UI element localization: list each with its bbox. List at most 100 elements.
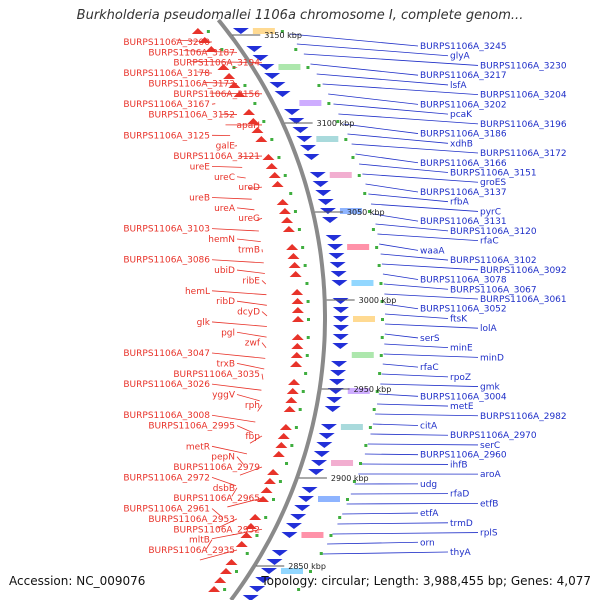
gene-label-left[interactable]: BURPS1106A_3173	[148, 79, 235, 89]
gene-label-right[interactable]: BURPS1106A_3137	[420, 188, 507, 198]
gene-label-right[interactable]: aroA	[480, 470, 502, 480]
gene-label-right[interactable]: BURPS1106A_3245	[420, 42, 507, 52]
gene-label-left[interactable]: ubiD	[214, 266, 235, 276]
gene-label-left[interactable]: ribD	[216, 297, 235, 307]
gene-label-right[interactable]: xdhB	[450, 139, 473, 149]
gene-label-right[interactable]: ihfB	[450, 460, 468, 470]
gene-label-left[interactable]: ureG	[238, 214, 260, 224]
gene-label-left[interactable]: dcyD	[237, 308, 260, 318]
gene-label-right[interactable]: BURPS1106A_3131	[420, 217, 507, 227]
gene-label-right[interactable]: BURPS1106A_3230	[480, 61, 567, 71]
gene-label-left[interactable]: apaH	[236, 121, 260, 131]
gene-label-right[interactable]: BURPS1106A_3004	[420, 392, 507, 402]
gene-label-left[interactable]: BURPS1106A_2972	[123, 473, 210, 483]
gene-label-right[interactable]: pyrC	[480, 207, 501, 217]
gene-label-left[interactable]: ribE	[242, 276, 260, 286]
gene-label-left[interactable]: BURPS1106A_3194	[173, 59, 260, 69]
gene-label-left[interactable]: BURPS1106A_3047	[123, 349, 210, 359]
gene-label-right[interactable]: minD	[480, 353, 504, 363]
gene-label-right[interactable]: groES	[480, 178, 506, 188]
gene-label-right[interactable]: rfaD	[450, 490, 469, 500]
gene-label-left[interactable]: hemL	[185, 287, 210, 297]
gene-label-left[interactable]: rph	[245, 401, 260, 411]
gene-label-right[interactable]: rfaC	[480, 237, 499, 247]
gene-label-left[interactable]: trxB	[217, 359, 236, 369]
gene-label-left[interactable]: ureC	[214, 173, 235, 183]
gene-label-left[interactable]: BURPS1106A_3035	[173, 370, 260, 380]
gene-label-left[interactable]: ureE	[190, 162, 211, 172]
gene-label-right[interactable]: etfA	[420, 509, 439, 519]
gene-label-left[interactable]: trmB	[238, 245, 260, 255]
gene-label-right[interactable]: serC	[480, 441, 500, 451]
gene-label-right[interactable]: etfB	[480, 499, 498, 509]
gene-label-left[interactable]: BURPS1106A_3178	[123, 69, 210, 79]
gene-label-left[interactable]: ureA	[214, 204, 236, 214]
gene-label-left[interactable]: BURPS1106A_3008	[123, 411, 210, 421]
gene-label-right[interactable]: BURPS1106A_3067	[450, 285, 537, 295]
gene-label-left[interactable]: BURPS1106A_2953	[148, 515, 235, 525]
gene-label-right[interactable]: pcaK	[450, 110, 473, 120]
gene-label-right[interactable]: thyA	[450, 548, 472, 558]
gene-label-left[interactable]: BURPS1106A_3152	[148, 111, 235, 121]
gene-label-right[interactable]: BURPS1106A_3061	[480, 295, 567, 305]
gene-label-right[interactable]: trmD	[450, 519, 473, 529]
gene-label-right[interactable]: BURPS1106A_3202	[420, 100, 507, 110]
gene-label-left[interactable]: ureD	[238, 183, 260, 193]
gene-label-left[interactable]: BURPS1106A_3200	[123, 38, 210, 48]
gene-label-right[interactable]: minE	[450, 344, 473, 354]
gene-label-left[interactable]: BURPS1106A_2961	[123, 505, 210, 515]
gene-label-right[interactable]: BURPS1106A_3102	[450, 256, 537, 266]
gene-label-right[interactable]: ftsK	[450, 314, 468, 324]
gene-label-right[interactable]: glyA	[450, 52, 471, 62]
gene-label-left[interactable]: galE	[216, 142, 236, 152]
gene-label-right[interactable]: orn	[420, 538, 435, 548]
gene-label-right[interactable]: BURPS1106A_3120	[450, 227, 537, 237]
gene-label-left[interactable]: pepN	[211, 453, 235, 463]
gene-label-left[interactable]: mltB	[189, 536, 210, 546]
gene-label-right[interactable]: BURPS1106A_3092	[480, 266, 567, 276]
gene-label-right[interactable]: BURPS1106A_2982	[480, 412, 567, 422]
gene-label-left[interactable]: glk	[197, 318, 211, 328]
gene-label-left[interactable]: ureB	[189, 194, 210, 204]
gene-label-right[interactable]: lsfA	[450, 81, 467, 91]
gene-label-right[interactable]: BURPS1106A_3151	[450, 169, 537, 179]
gene-label-left[interactable]: pgl	[221, 328, 235, 338]
gene-label-left[interactable]: metR	[186, 442, 210, 452]
gene-label-left[interactable]: BURPS1106A_2952	[173, 525, 260, 535]
gene-label-right[interactable]: citA	[420, 422, 438, 432]
gene-label-right[interactable]: BURPS1106A_2960	[420, 451, 507, 461]
gene-label-left[interactable]: BURPS1106A_2935	[148, 546, 235, 556]
gene-label-left[interactable]: BURPS1106A_3156	[173, 90, 260, 100]
gene-label-left[interactable]: BURPS1106A_2979	[173, 463, 260, 473]
gene-label-right[interactable]: BURPS1106A_3196	[480, 120, 567, 130]
gene-label-right[interactable]: BURPS1106A_3217	[420, 71, 507, 81]
gene-label-left[interactable]: zwf	[245, 339, 261, 349]
gene-label-left[interactable]: BURPS1106A_3125	[123, 131, 210, 141]
gene-label-right[interactable]: serS	[420, 334, 440, 344]
gene-label-right[interactable]: waaA	[420, 246, 445, 256]
gene-label-right[interactable]: BURPS1106A_3052	[420, 305, 507, 315]
gene-label-left[interactable]: BURPS1106A_3121	[173, 152, 260, 162]
gene-label-right[interactable]: rpoZ	[450, 373, 471, 383]
gene-label-right[interactable]: BURPS1106A_3166	[420, 159, 507, 169]
gene-label-left[interactable]: BURPS1106A_3187	[148, 48, 235, 58]
gene-label-right[interactable]: rfaC	[420, 363, 439, 373]
gene-label-left[interactable]: BURPS1106A_2965	[173, 494, 260, 504]
gene-label-left[interactable]: BURPS1106A_2995	[148, 422, 235, 432]
gene-label-right[interactable]: BURPS1106A_2970	[450, 431, 537, 441]
gene-label-left[interactable]: BURPS1106A_3026	[123, 380, 210, 390]
gene-label-right[interactable]: BURPS1106A_3186	[420, 130, 507, 140]
gene-label-right[interactable]: metE	[450, 402, 474, 412]
gene-label-left[interactable]: dsbB	[213, 484, 235, 494]
gene-label-left[interactable]: hemN	[208, 235, 235, 245]
gene-label-right[interactable]: udg	[420, 480, 437, 490]
gene-label-left[interactable]: fbp	[245, 432, 260, 442]
gene-label-left[interactable]: BURPS1106A_3086	[123, 256, 210, 266]
gene-label-right[interactable]: rplS	[480, 529, 498, 539]
gene-label-right[interactable]: BURPS1106A_3204	[480, 91, 567, 101]
gene-label-left[interactable]: BURPS1106A_3167	[123, 100, 210, 110]
gene-label-right[interactable]: rfbA	[450, 198, 470, 208]
gene-label-right[interactable]: BURPS1106A_3078	[420, 276, 507, 286]
gene-label-right[interactable]: BURPS1106A_3172	[480, 149, 567, 159]
gene-label-right[interactable]: gmk	[480, 383, 500, 393]
